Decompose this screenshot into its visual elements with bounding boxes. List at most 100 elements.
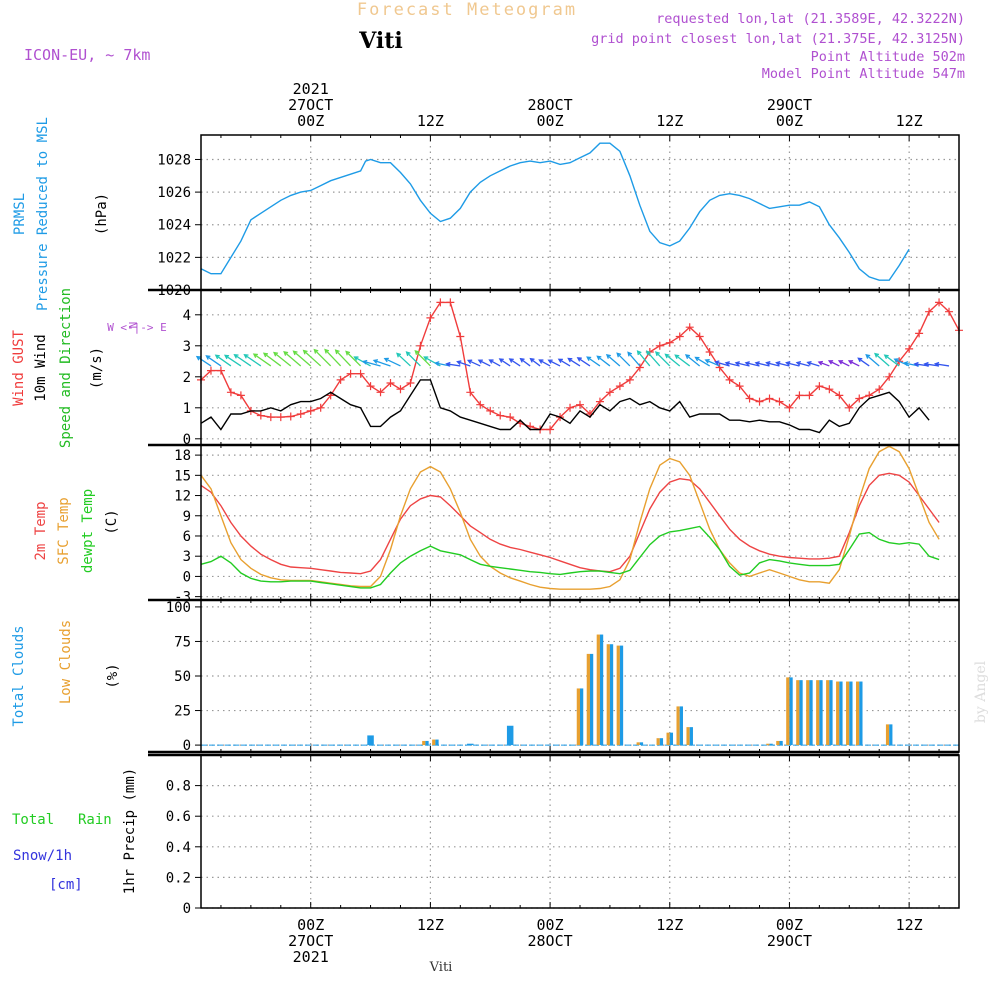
gust-marker (226, 388, 235, 397)
wind-direction-arrow (806, 360, 820, 367)
wind-direction-arrow (302, 349, 322, 367)
total-cloud-bar (889, 724, 893, 746)
total-cloud-bar (467, 743, 474, 746)
snow-unit-label: [cm] (49, 877, 83, 893)
low-cloud-bar (786, 677, 790, 746)
wind-direction-arrow (586, 356, 601, 367)
gust-marker (476, 400, 485, 409)
wind-direction-arrow (785, 361, 800, 367)
grid-point-coordinates: grid point closest lon,lat (21.375E, 42.… (591, 31, 965, 47)
gust-marker (765, 394, 774, 403)
low-cloud-bar (836, 681, 840, 746)
gust-marker (216, 366, 225, 375)
gust-marker (735, 382, 744, 391)
gust-marker (795, 391, 804, 400)
y-tick-label: 4 (183, 308, 191, 324)
total-cloud-bar (789, 677, 793, 746)
low-cloud-bar (796, 680, 800, 746)
low-cloud-bar (606, 644, 610, 746)
gust-marker (296, 410, 305, 418)
wind-direction-arrow (596, 355, 611, 367)
temp-unit-label: (C) (104, 509, 120, 534)
wind-direction-arrow (933, 361, 950, 367)
low-cloud-bar (576, 688, 580, 746)
gust-marker (376, 388, 385, 397)
gust-marker (416, 341, 425, 350)
gust-marker (695, 332, 704, 341)
low-cloud-bar (656, 738, 660, 746)
bottom-time-label: 00Z (297, 916, 324, 934)
y-tick-label: 25 (174, 704, 191, 720)
gust-marker (256, 411, 265, 420)
wind-direction-arrow (456, 360, 471, 367)
low-cloud-bar (826, 680, 830, 746)
gust-marker (306, 406, 315, 415)
gust-marker (266, 413, 275, 422)
wind-direction-arrow (195, 355, 212, 367)
wind-gust-label: Wind GUST (11, 330, 27, 406)
top-time-label: 27OCT (288, 96, 333, 114)
pressure-panel-labels: PRMSL Pressure Reduced to MSL (hPa) (12, 117, 110, 311)
gust-marker (725, 375, 734, 384)
wind-direction-arrow (837, 360, 850, 367)
top-time-label: 00Z (297, 112, 324, 130)
low-cloud-bar (776, 740, 780, 746)
low-cloud-bar (636, 742, 640, 746)
total-cloud-bar (425, 740, 429, 746)
gust-marker (396, 385, 405, 394)
model-label: ICON-EU, ~ 7km (24, 46, 150, 64)
wind-direction-arrow (567, 357, 581, 367)
gust-marker (356, 369, 365, 378)
low-cloud-bar (596, 634, 600, 746)
y-tick-label: 1026 (157, 185, 191, 201)
bottom-time-label: 12Z (896, 916, 923, 934)
total-cloud-bar (506, 725, 514, 746)
gust-marker (845, 403, 854, 412)
gust-marker (835, 391, 844, 400)
low-cloud-bar (816, 680, 820, 746)
gust-marker (336, 375, 345, 384)
pressure-panel: 10201022102410261028 (157, 134, 960, 299)
wind-direction-arrow (847, 360, 860, 367)
wind-direction-arrow (654, 351, 671, 367)
meteogram-title: Forecast Meteogram (357, 0, 577, 20)
low-cloud-bar (806, 680, 810, 746)
total-cloud-bar (589, 653, 594, 746)
top-time-label: 12Z (656, 112, 683, 130)
gust-marker (615, 382, 624, 391)
dewpt-label: dewpt Temp (80, 489, 96, 573)
gust-marker (625, 375, 634, 384)
wind-direction-arrow (538, 359, 551, 367)
total-cloud-bar (679, 706, 683, 746)
y-tick-label: 3 (183, 549, 191, 565)
wind-direction-arrow (754, 361, 770, 367)
low-clouds-label: Low Clouds (58, 620, 74, 704)
y-tick-label: 1 (183, 401, 191, 417)
low-cloud-bar (616, 645, 620, 746)
wind-direction-arrow (857, 357, 870, 367)
wind-direction-arrow (765, 361, 780, 367)
y-tick-label: 18 (174, 448, 191, 464)
credit-watermark: by Angel (973, 660, 989, 723)
wind-direction-arrow (414, 349, 431, 367)
wind-direction-arrow (775, 361, 790, 367)
low-cloud-bar (686, 727, 690, 746)
wind-direction-arrow (557, 358, 571, 367)
wind-direction-arrow (714, 360, 730, 367)
temp-panel-labels: 2m Temp SFC Temp dewpt Temp (C) (33, 489, 120, 573)
bottom-time-label: 28OCT (528, 932, 573, 950)
wind-direction-arrow (734, 361, 750, 367)
wind-direction-arrow (252, 353, 272, 367)
wind-direction-arrow (865, 353, 880, 367)
y-tick-label: 75 (174, 634, 191, 650)
y-tick-label: 0.4 (166, 840, 191, 856)
wind-direction-arrow (795, 361, 810, 367)
location-title: Viti (358, 28, 403, 54)
gust-marker (815, 382, 824, 391)
prmsl-line (200, 142, 910, 281)
gust-marker (566, 403, 575, 412)
wind-direction-arrow (262, 352, 282, 367)
wind-direction-arrow (233, 353, 252, 367)
wind-direction-arrow (223, 354, 242, 367)
